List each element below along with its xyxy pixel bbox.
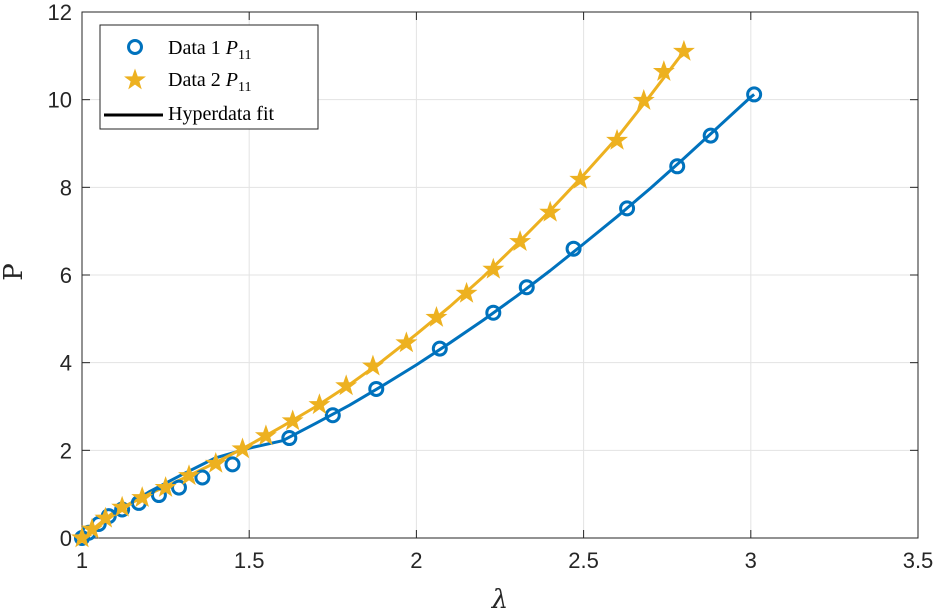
data-point-star: [425, 306, 448, 327]
x-axis-title: λ: [491, 585, 508, 614]
data-point-star: [154, 476, 177, 497]
legend-label-data2: Data 2 P11: [168, 69, 251, 95]
x-tick-label: 3: [745, 548, 757, 573]
data-point-circle: [224, 456, 241, 473]
data-point-star: [111, 495, 134, 517]
x-tick-label: 2: [410, 548, 422, 573]
fit-line-1: [81, 93, 756, 540]
data-point-star: [361, 354, 384, 376]
data-point-star: [94, 506, 117, 528]
fit-line-2: [81, 50, 686, 540]
data-point-circle: [669, 158, 686, 175]
data-point-star: [539, 200, 562, 222]
x-axis-ticks: 1 1.5 2 2.5 3 3.5: [76, 12, 933, 573]
data-point-star: [652, 60, 675, 81]
data-point-star: [281, 409, 304, 431]
y-tick-label: 2: [60, 438, 72, 463]
x-tick-label: 1.5: [234, 548, 265, 573]
data-point-star: [395, 331, 418, 353]
data-point-star: [335, 374, 358, 396]
fit-lines: [81, 50, 756, 540]
legend-label-fit: Hyperdata fit: [168, 103, 275, 125]
y-tick-label: 4: [60, 351, 72, 376]
data-point-star: [204, 451, 227, 473]
data-point-circle: [565, 240, 582, 257]
data-point-star: [632, 89, 655, 110]
data-point-star: [482, 257, 505, 279]
data-point-star: [606, 128, 628, 150]
data-point-circle: [746, 86, 763, 103]
data-point-star: [672, 39, 695, 61]
data-point-circle: [702, 127, 719, 144]
legend-item-data1: Data 1 P11: [127, 37, 251, 63]
data-point-circle: [431, 340, 448, 357]
data-point-star: [178, 464, 200, 486]
data-point-circle: [485, 304, 502, 321]
data-point-star: [131, 486, 154, 507]
data-markers: [71, 39, 763, 548]
data-point-circle: [368, 380, 385, 397]
data-point-circle: [281, 430, 298, 447]
y-axis-title: P: [0, 263, 29, 281]
data-point-star: [569, 167, 592, 189]
data-point-star: [509, 230, 532, 252]
legend-circle-marker: [127, 39, 143, 55]
legend: Data 1 P11 Data 2 P11 Hyperdata fit: [99, 24, 319, 130]
y-axis-ticks: 0 2 4 6 8 10 12: [48, 0, 918, 551]
legend-item-fit: Hyperdata fit: [104, 103, 275, 125]
data-point-star: [231, 437, 254, 459]
x-tick-label: 1: [76, 548, 88, 573]
y-tick-label: 8: [60, 175, 72, 200]
data-point-circle: [194, 469, 211, 486]
legend-label-data1: Data 1 P11: [168, 37, 251, 63]
legend-star-marker: [124, 68, 146, 90]
y-tick-label: 0: [60, 526, 72, 551]
data-point-star: [254, 424, 277, 446]
legend-item-data2: Data 2 P11: [124, 68, 251, 95]
y-tick-label: 6: [60, 263, 72, 288]
data-point-circle: [324, 407, 341, 424]
data-point-circle: [150, 487, 167, 504]
data-point-circle: [518, 279, 535, 296]
data-point-star: [455, 281, 478, 303]
data-point-circle: [170, 479, 187, 496]
data-point-star: [308, 393, 331, 415]
x-tick-label: 3.5: [903, 548, 934, 573]
x-tick-label: 2.5: [568, 548, 599, 573]
y-tick-label: 10: [48, 88, 72, 113]
y-tick-label: 12: [48, 0, 72, 25]
data-point-circle: [619, 200, 636, 217]
